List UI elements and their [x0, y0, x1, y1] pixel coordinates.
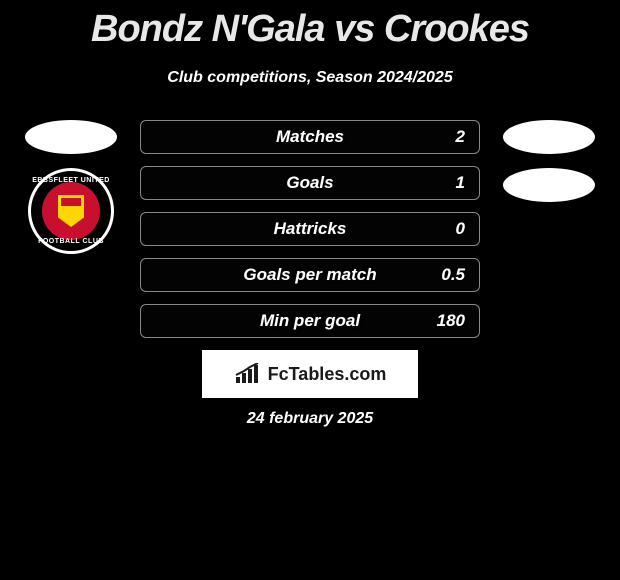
stat-value: 2 [456, 127, 465, 147]
stat-value: 0 [456, 219, 465, 239]
brand-logo-box: FcTables.com [202, 350, 418, 398]
stat-row-goals-per-match: Goals per match 0.5 [140, 258, 480, 292]
subtitle: Club competitions, Season 2024/2025 [0, 69, 620, 87]
date-line: 24 february 2025 [0, 410, 620, 428]
stat-label: Goals per match [243, 265, 376, 285]
stat-row-hattricks: Hattricks 0 [140, 212, 480, 246]
player1-club-badge: EBBSFLEET UNITED FOOTBALL CLUB [28, 168, 114, 254]
stat-value: 180 [437, 311, 465, 331]
stat-row-matches: Matches 2 [140, 120, 480, 154]
stat-value: 0.5 [441, 265, 465, 285]
badge-shield-icon [58, 195, 84, 227]
badge-text-bottom: FOOTBALL CLUB [31, 238, 111, 245]
player1-avatar-placeholder [25, 120, 117, 154]
stat-label: Goals [286, 173, 333, 193]
stat-label: Hattricks [274, 219, 347, 239]
page-title: Bondz N'Gala vs Crookes [0, 0, 620, 51]
right-player-column [494, 120, 604, 202]
stat-label: Min per goal [260, 311, 360, 331]
player2-avatar-placeholder [503, 120, 595, 154]
stat-row-goals: Goals 1 [140, 166, 480, 200]
badge-text-top: EBBSFLEET UNITED [31, 177, 111, 184]
left-player-column: EBBSFLEET UNITED FOOTBALL CLUB [16, 120, 126, 254]
badge-inner-circle [42, 182, 100, 240]
player2-club-badge-placeholder [503, 168, 595, 202]
bar-chart-icon [234, 363, 262, 385]
stat-value: 1 [456, 173, 465, 193]
stat-row-min-per-goal: Min per goal 180 [140, 304, 480, 338]
stats-column: Matches 2 Goals 1 Hattricks 0 Goals per … [140, 120, 480, 338]
brand-name: FcTables.com [268, 364, 387, 385]
stat-label: Matches [276, 127, 344, 147]
